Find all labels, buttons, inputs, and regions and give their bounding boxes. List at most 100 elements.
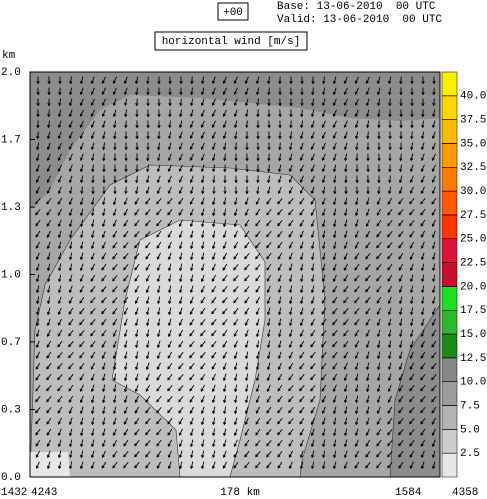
wind-arrow [90, 263, 95, 271]
wind-arrow [365, 307, 371, 315]
wind-arrow [244, 252, 250, 260]
wind-arrow [58, 252, 62, 261]
wind-arrow [57, 351, 63, 359]
wind-arrow [57, 384, 63, 392]
wind-arrow [387, 406, 393, 414]
y-tick-label: 1.3 [1, 202, 21, 214]
wind-arrow [333, 208, 337, 217]
wind-arrow [322, 252, 326, 261]
wind-arrow [387, 362, 392, 371]
wind-arrow [167, 396, 173, 403]
wind-arrow [57, 296, 62, 305]
wind-arrow [189, 208, 194, 217]
wind-arrow [288, 252, 293, 261]
colorbar-box [441, 190, 458, 216]
wind-arrow [101, 428, 106, 437]
wind-arrow [332, 164, 337, 173]
wind-arrow [355, 131, 359, 140]
wind-arrow [233, 340, 238, 348]
wind-arrow [288, 241, 293, 249]
wind-arrow [123, 197, 128, 206]
wind-arrow [179, 76, 183, 85]
wind-arrow [79, 307, 85, 315]
wind-arrow [46, 351, 52, 359]
wind-arrow [201, 428, 205, 437]
wind-arrow [355, 395, 359, 404]
wind-arrow [79, 197, 84, 206]
wind-arrow [288, 417, 294, 425]
wind-arrow [431, 329, 437, 337]
wind-arrow [178, 439, 183, 448]
wind-arrow [201, 186, 205, 195]
wind-arrow [145, 450, 151, 458]
wind-arrow [310, 241, 315, 250]
wind-arrow [134, 76, 139, 85]
wind-arrow [222, 384, 227, 393]
wind-arrow [234, 175, 238, 184]
wind-arrow [90, 142, 95, 151]
wind-arrow [223, 395, 227, 404]
wind-arrow [91, 153, 95, 162]
wind-arrow [233, 286, 239, 293]
wind-arrow [409, 407, 415, 414]
wind-arrow [156, 395, 162, 403]
wind-arrow [332, 341, 338, 348]
wind-arrow [79, 142, 84, 151]
wind-arrow [409, 252, 414, 260]
wind-arrow [179, 274, 183, 283]
wind-arrow [112, 98, 117, 107]
wind-arrow [409, 428, 415, 436]
wind-arrow [387, 219, 393, 227]
wind-arrow [377, 153, 381, 162]
wind-arrow [79, 296, 85, 304]
wind-arrow [134, 208, 140, 216]
wind-arrow [47, 263, 51, 272]
wind-arrow [167, 153, 172, 162]
wind-arrow [376, 417, 382, 425]
wind-arrow [178, 428, 183, 436]
wind-arrow [156, 198, 162, 205]
wind-arrow [365, 428, 370, 436]
wind-arrow [178, 142, 183, 151]
wind-arrow [354, 428, 359, 437]
wind-arrow [354, 120, 359, 129]
wind-arrow [223, 406, 227, 415]
wind-arrow [399, 153, 403, 162]
wind-arrow [57, 120, 62, 129]
y-tick-label: 1.0 [1, 269, 21, 281]
wind-arrow [267, 351, 271, 360]
wind-arrow [310, 417, 315, 425]
wind-arrow [222, 340, 228, 348]
wind-arrow [157, 98, 161, 107]
wind-arrow [101, 417, 106, 426]
wind-arrow [211, 461, 216, 470]
y-tick-label: 1.7 [1, 134, 21, 146]
wind-arrow [256, 142, 260, 151]
wind-arrow [47, 274, 51, 283]
wind-arrow [398, 186, 403, 195]
wind-arrow [332, 120, 337, 128]
wind-arrow [233, 208, 238, 217]
wind-arrow [299, 307, 304, 316]
wind-arrow [310, 109, 315, 118]
wind-arrow [123, 318, 128, 327]
wind-arrow [200, 274, 205, 283]
wind-arrow [57, 285, 62, 294]
wind-arrow [167, 385, 173, 392]
wind-arrow [146, 318, 150, 327]
wind-arrow [90, 131, 95, 140]
wind-arrow [222, 274, 228, 282]
wind-arrow [410, 76, 414, 85]
wind-arrow [277, 241, 283, 249]
wind-arrow [222, 76, 227, 84]
wind-arrow [179, 87, 183, 96]
wind-arrow [124, 131, 128, 140]
wind-arrow [101, 131, 106, 140]
wind-arrow [134, 461, 140, 469]
wind-arrow [222, 318, 228, 326]
wind-arrow [321, 341, 327, 348]
wind-arrow [145, 220, 151, 227]
wind-arrow [244, 98, 249, 107]
wind-arrow [167, 142, 172, 151]
wind-arrow [299, 385, 305, 392]
